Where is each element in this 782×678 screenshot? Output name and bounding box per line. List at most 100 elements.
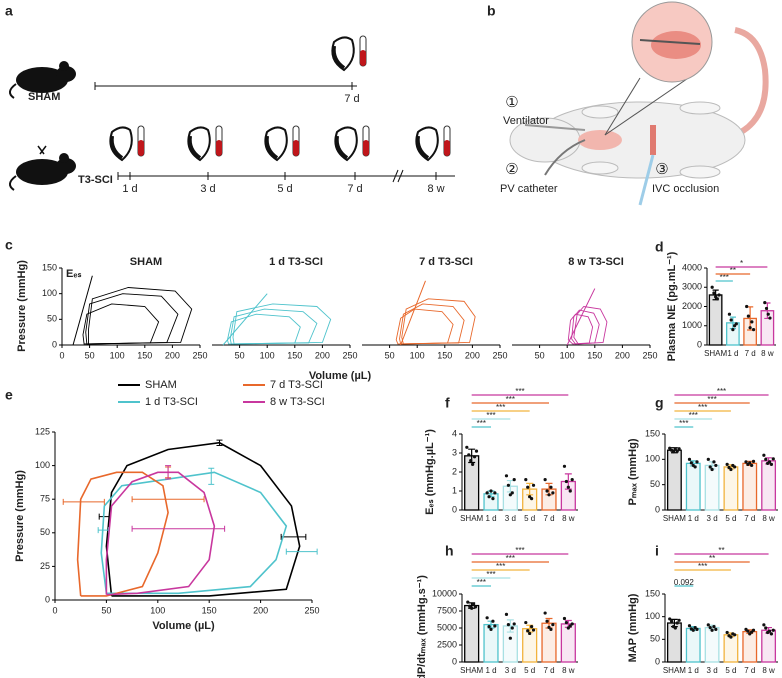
panel-letter: c <box>5 237 13 253</box>
data-point <box>769 632 774 636</box>
annotation: Eₑₛ <box>66 268 82 280</box>
y-tick-label: 50 <box>47 314 57 324</box>
y-tick-label: 75 <box>40 494 50 504</box>
data-point <box>493 624 497 628</box>
significance-label: *** <box>717 387 726 396</box>
data-point <box>512 622 516 626</box>
panel-letter: d <box>655 239 664 255</box>
data-point <box>474 449 479 453</box>
significance-label: *** <box>506 554 515 563</box>
x-tick-label: 7 d <box>744 514 755 523</box>
bar <box>685 462 701 511</box>
x-tick-label: 100 <box>560 350 575 360</box>
data-point <box>766 312 770 316</box>
data-point <box>528 631 532 636</box>
subplot-title: 1 d T3-SCI <box>269 256 323 268</box>
data-point <box>687 457 692 461</box>
significance-label: *** <box>486 411 495 420</box>
error-bar <box>280 533 307 540</box>
pv-loop <box>395 308 454 345</box>
data-point <box>769 462 774 466</box>
data-point <box>706 457 710 461</box>
data-point <box>570 622 574 626</box>
timepoint-label: 7 d <box>347 183 362 195</box>
pv-loop <box>105 471 216 596</box>
data-point <box>750 320 754 324</box>
data-point <box>750 463 754 468</box>
x-tick-label: 3 d <box>707 666 718 675</box>
data-point <box>771 628 775 632</box>
x-tick-label: 50 <box>385 350 395 360</box>
error-bar <box>62 498 105 505</box>
error-bar <box>131 525 226 532</box>
heart-icon <box>264 135 279 160</box>
y-tick-label: 100 <box>645 611 660 621</box>
x-tick-label: 250 <box>342 350 357 360</box>
panel-letter: f <box>445 395 450 411</box>
data-point <box>551 623 555 627</box>
heart-icon <box>109 135 124 160</box>
data-point <box>751 628 756 632</box>
data-point <box>708 625 712 630</box>
y-tick-label: 0 <box>655 504 660 514</box>
data-point <box>545 489 549 493</box>
data-point <box>469 459 473 463</box>
axis-break <box>392 169 404 183</box>
data-point <box>487 495 491 499</box>
data-point <box>568 489 572 493</box>
ees-line <box>222 293 268 346</box>
data-point <box>473 605 478 609</box>
significance-label: *** <box>506 395 515 404</box>
data-point <box>668 446 672 450</box>
error-bar <box>285 548 318 555</box>
legend-label: 8 w T3-SCI <box>270 396 325 408</box>
data-point <box>710 467 714 472</box>
tube-icon <box>138 140 144 156</box>
error-bar <box>506 619 514 633</box>
y-tick-label: 1 <box>452 485 457 495</box>
data-point <box>526 629 530 633</box>
significance-label: *** <box>689 411 698 420</box>
data-point <box>530 497 534 501</box>
significance-label: *** <box>515 546 524 555</box>
data-point <box>570 478 574 482</box>
legend-label: 7 d T3-SCI <box>270 379 323 391</box>
y-tick-label: 1000 <box>682 320 702 330</box>
x-tick-label: 250 <box>304 605 319 615</box>
panel-letter: h <box>445 543 454 559</box>
x-tick-label: 8 w <box>761 349 774 358</box>
y-tick-label: 5000 <box>437 622 457 632</box>
bar <box>723 466 739 511</box>
x-tick-label: 200 <box>315 350 330 360</box>
data-point <box>733 633 737 637</box>
significance-label: *** <box>698 403 707 412</box>
x-tick-label: SHAM <box>663 666 686 675</box>
data-point <box>491 497 495 501</box>
data-point <box>568 624 572 628</box>
step-label: IVC occlusion <box>652 183 719 195</box>
y-tick-label: 0 <box>655 656 660 666</box>
data-point <box>543 478 547 482</box>
data-point <box>566 626 570 630</box>
tube-icon <box>360 50 366 66</box>
pv-loop <box>573 306 608 345</box>
data-point <box>767 460 772 464</box>
data-point <box>712 625 716 629</box>
significance-label: *** <box>679 419 688 428</box>
error-bar <box>216 439 223 446</box>
data-point <box>471 462 475 466</box>
data-point <box>744 460 748 464</box>
group-label: T3-SCI <box>78 174 113 186</box>
x-tick-label: 8 w <box>762 666 775 675</box>
x-tick-label: 0 <box>59 350 64 360</box>
mouse-icon <box>9 61 76 99</box>
data-point <box>506 623 510 627</box>
x-tick-label: 250 <box>492 350 507 360</box>
data-point <box>549 485 553 489</box>
x-tick-label: 7 d <box>543 666 554 675</box>
significance-label: *** <box>707 395 716 404</box>
data-point <box>545 619 549 623</box>
data-point <box>472 602 476 606</box>
y-tick-label: 150 <box>645 588 660 598</box>
